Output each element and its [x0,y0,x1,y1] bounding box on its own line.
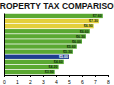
data-label: $5.30 [63,50,72,54]
bars [4,14,103,74]
x-tick-label: 7 [94,79,97,85]
data-label: $6.90 [84,24,93,28]
x-tick: 2 [29,75,32,85]
bar [4,55,69,59]
x-axis: 0 1 2 3 4 5 6 7 8 [3,75,110,85]
data-label: $5.00 [59,55,68,59]
y-axis [4,14,6,76]
bar [4,49,73,53]
x-tick: 4 [55,75,58,85]
bar [4,14,103,18]
title: PROPERTY TAX COMPARISON [0,1,114,11]
x-tick-mark [82,75,83,77]
x-tick: 6 [81,75,84,85]
bar [4,70,55,74]
x-tick: 0 [3,75,6,85]
plot: $7.60$7.30$6.90 $6.60$6.30$6.00$5.60$5.30… [3,14,110,85]
y-axis-line [4,14,5,76]
data-label: $7.30 [89,19,98,23]
x-tick: 5 [68,75,71,85]
x-tick-label: 4 [55,79,58,85]
x-tick-mark [17,75,18,77]
x-tick-mark [56,75,57,77]
data-label: $3.90 [45,70,54,74]
bar [4,34,86,38]
bar [4,60,64,64]
data-label: $5.60 [67,45,76,49]
x-tick-mark [43,75,44,77]
data-labels: $7.60$7.30$6.90 $6.60$6.30$6.00$5.60$5.30… [45,14,102,74]
x-tick-mark [95,75,96,77]
data-label: $6.60 [80,30,89,34]
bar [4,65,59,69]
data-label: $4.20 [49,65,58,69]
x-tick-label: 3 [42,79,45,85]
data-label: $6.00 [72,40,81,44]
x-tick-label: 6 [81,79,84,85]
x-tick-label: 2 [29,79,32,85]
bar [4,29,90,33]
x-tick: 3 [42,75,45,85]
x-tick-mark [108,75,109,77]
bar [4,24,94,28]
data-label: $4.60 [54,60,63,64]
bar [4,19,99,23]
x-tick: 8 [107,75,110,85]
x-tick-label: 0 [3,79,6,85]
x-tick-label: 1 [16,79,19,85]
bar [4,39,82,43]
x-axis-line [5,76,109,78]
x-tick: 7 [94,75,97,85]
x-tick-label: 5 [68,79,71,85]
x-tick-mark [30,75,31,77]
data-label: $6.30 [76,35,85,39]
chart: PROPERTY TAX COMPARISON $7.60$7.30$6.90 $6… [0,0,114,85]
x-tick-mark [69,75,70,77]
data-label: $7.60 [93,14,102,18]
x-tick: 1 [16,75,19,85]
bar [4,44,77,48]
x-tick-label: 8 [107,79,110,85]
